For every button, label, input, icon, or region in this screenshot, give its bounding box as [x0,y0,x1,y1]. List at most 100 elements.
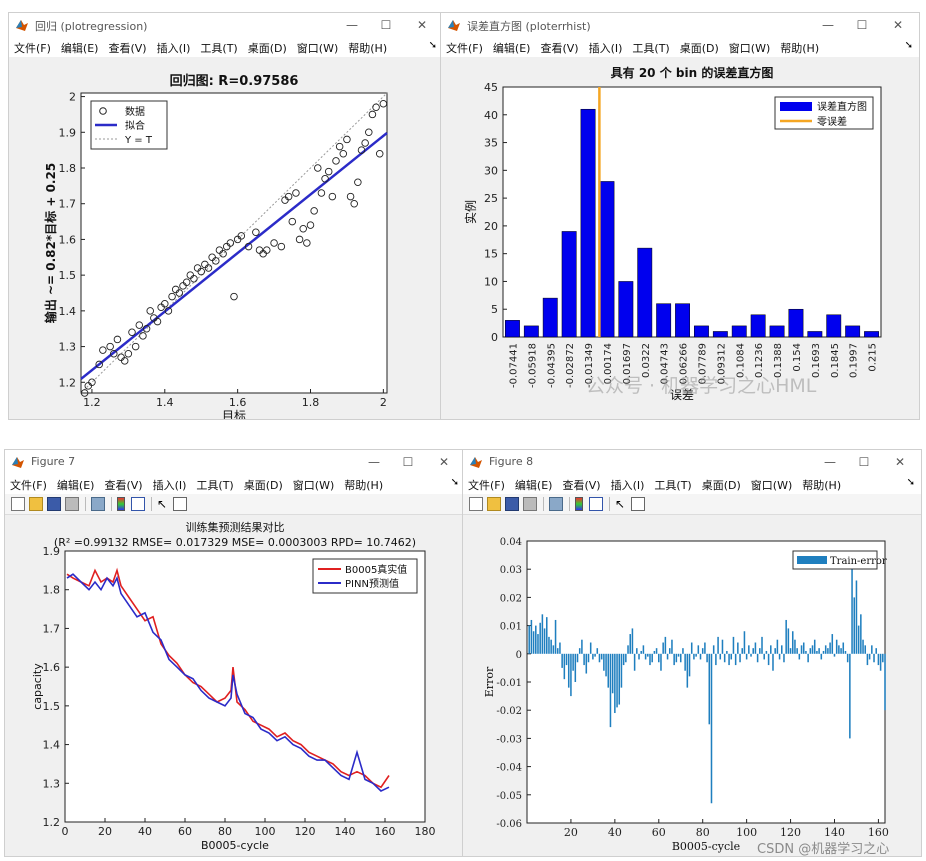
y-tick-label: 35 [484,137,498,150]
menu-overflow-icon[interactable]: ➘ [906,477,915,488]
error-bar [745,653,748,660]
minimize-button[interactable]: — [368,455,380,469]
menu-tools[interactable]: 工具(T) [654,479,692,492]
y-tick-label: 0.01 [500,622,522,633]
histogram-bar [864,331,879,338]
menu-overflow-icon[interactable]: ➘ [428,40,437,51]
menu-edit[interactable]: 编辑(E) [492,42,531,55]
menu-desktop[interactable]: 桌面(D) [247,42,287,55]
colorbar-icon[interactable] [117,497,125,511]
new-file-icon[interactable] [11,497,25,511]
y-tick-label: -0.06 [496,819,522,830]
close-button[interactable]: ✕ [894,455,906,469]
property-editor-icon[interactable] [173,497,187,511]
menu-file[interactable]: 文件(F) [10,479,47,492]
error-bar [550,639,552,654]
error-bar [699,653,702,660]
y-tick-label: 1.7 [43,622,61,635]
x-tick-label: 0.00174 [603,343,614,384]
x-tick-label: 0.154 [792,343,803,372]
open-folder-icon[interactable] [487,497,501,511]
pointer-icon[interactable]: ↖ [157,497,168,511]
menu-insert[interactable]: 插入(I) [156,42,191,55]
menu-file[interactable]: 文件(F) [468,479,505,492]
pointer-icon[interactable]: ↖ [615,497,626,511]
menu-edit[interactable]: 编辑(E) [60,42,99,55]
error-bar [528,625,530,654]
menu-insert[interactable]: 插入(I) [588,42,623,55]
menu-window[interactable]: 窗口(W) [292,479,335,492]
x-tick-label: 1.4 [156,396,174,409]
maximize-button[interactable]: ☐ [402,455,414,469]
menu-file[interactable]: 文件(F) [14,42,51,55]
error-bar [706,653,708,663]
legend-icon[interactable] [131,497,145,511]
error-bar [835,639,838,654]
error-bar [741,648,744,654]
histogram-bar [599,181,615,338]
menu-desktop[interactable]: 桌面(D) [679,42,719,55]
open-folder-icon[interactable] [29,497,43,511]
menu-window[interactable]: 窗口(W) [750,479,793,492]
data-point [310,207,318,215]
menu-tools[interactable]: 工具(T) [200,42,238,55]
minimize-button[interactable]: — [824,455,836,469]
close-button[interactable]: ✕ [438,455,450,469]
menu-file[interactable]: 文件(F) [446,42,483,55]
error-bar [587,653,590,663]
menu-tools[interactable]: 工具(T) [632,42,670,55]
maximize-button[interactable]: ☐ [380,18,392,32]
menu-edit[interactable]: 编辑(E) [514,479,553,492]
menu-help[interactable]: 帮助(H) [802,479,842,492]
menu-view[interactable]: 查看(V) [562,479,601,492]
legend-label: B0005真实值 [345,563,407,576]
x-tick-label: 60 [178,825,192,838]
save-icon[interactable] [505,497,519,511]
menu-view[interactable]: 查看(V) [108,42,147,55]
error-bar [666,653,669,660]
print-icon[interactable] [523,497,537,511]
colorbar-icon[interactable] [575,497,583,511]
link-plot-icon[interactable] [91,497,105,511]
property-editor-icon[interactable] [631,497,645,511]
menu-desktop[interactable]: 桌面(D) [701,479,741,492]
histogram-bar [656,303,672,338]
maximize-button[interactable]: ☐ [856,18,868,32]
x-tick-label: 0.215 [868,343,879,372]
minimize-button[interactable]: — [346,18,358,32]
close-button[interactable]: ✕ [892,18,904,32]
error-bar [772,653,774,671]
error-histogram-plot: 具有 20 个 bin 的误差直方图 0 5 10 15 20 25 30 35 40 45 -0.0… [463,65,882,402]
data-point [204,264,213,272]
menu-view[interactable]: 查看(V) [104,479,143,492]
menu-edit[interactable]: 编辑(E) [56,479,95,492]
save-icon[interactable] [47,497,61,511]
error-bar [693,653,695,660]
maximize-button[interactable]: ☐ [858,455,870,469]
menu-insert[interactable]: 插入(I) [610,479,645,492]
minimize-button[interactable]: — [822,18,834,32]
y-tick-label: 0.02 [500,593,522,604]
menu-desktop[interactable]: 桌面(D) [243,479,283,492]
close-button[interactable]: ✕ [416,18,428,32]
menu-overflow-icon[interactable]: ➘ [450,477,459,488]
menu-overflow-icon[interactable]: ➘ [904,40,913,51]
menu-help[interactable]: 帮助(H) [344,479,384,492]
menu-window[interactable]: 窗口(W) [296,42,339,55]
menu-help[interactable]: 帮助(H) [348,42,388,55]
link-plot-icon[interactable] [549,497,563,511]
menu-window[interactable]: 窗口(W) [728,42,771,55]
print-icon[interactable] [65,497,79,511]
menu-view[interactable]: 查看(V) [540,42,579,55]
x-tick-label: 140 [335,825,356,838]
y-tick-label: 0 [516,650,522,661]
menu-insert[interactable]: 插入(I) [152,479,187,492]
error-bar [662,642,664,654]
new-file-icon[interactable] [469,497,483,511]
data-point [197,267,205,276]
menu-tools[interactable]: 工具(T) [196,479,234,492]
error-bar [857,625,860,654]
menu-help[interactable]: 帮助(H) [780,42,820,55]
legend-icon[interactable] [589,497,603,511]
error-bar [842,642,845,654]
